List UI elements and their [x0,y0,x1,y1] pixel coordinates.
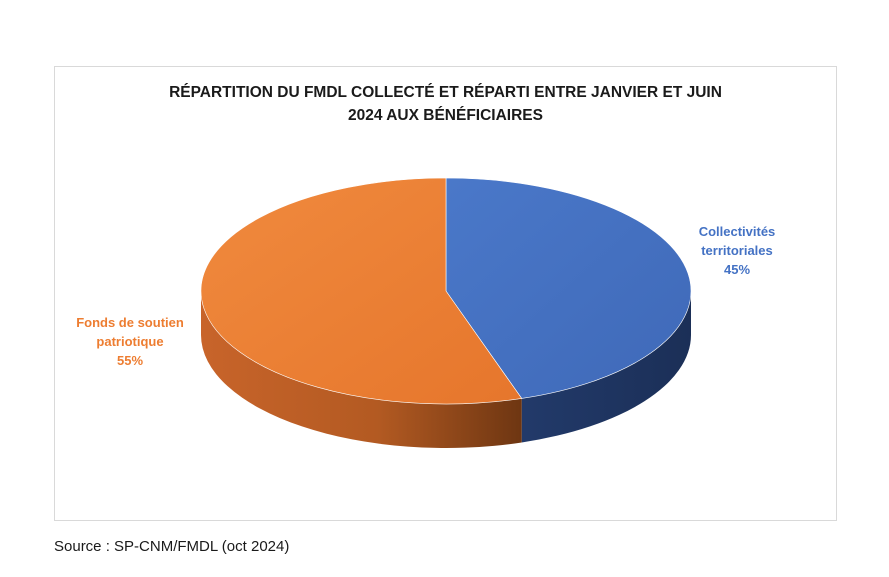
pie-side-fonds [201,291,522,448]
slice-label-fonds-value: 55% [116,353,144,368]
slice-label-collectivites-line-1: Collectivités [698,224,776,239]
chart-title-line-1: RÉPARTITION DU FMDL COLLECTÉ ET RÉPARTI … [169,84,722,101]
chart-title-line-2: 2024 AUX BÉNÉFICIAIRES [348,107,543,124]
slice-label-collectivites: Collectivités territoriales 45% [667,222,807,279]
pie-chart [200,177,692,448]
chart-area: RÉPARTITION DU FMDL COLLECTÉ ET RÉPARTI … [54,66,837,521]
slice-label-fonds-line-1: Fonds de soutien [76,315,184,330]
slice-label-fonds: Fonds de soutien patriotique 55% [55,313,205,370]
slice-label-collectivites-line-2: territoriales [701,243,773,258]
slice-label-fonds-line-2: patriotique [96,334,164,349]
pie-slice-fonds [200,177,523,405]
slice-label-collectivites-value: 45% [723,262,751,277]
chart-title: RÉPARTITION DU FMDL COLLECTÉ ET RÉPARTI … [55,81,836,127]
pie-side-collectivites [521,291,691,443]
source-note: Source : SP-CNM/FMDL (oct 2024) [54,538,290,555]
pie-slice-collectivites [445,177,692,399]
